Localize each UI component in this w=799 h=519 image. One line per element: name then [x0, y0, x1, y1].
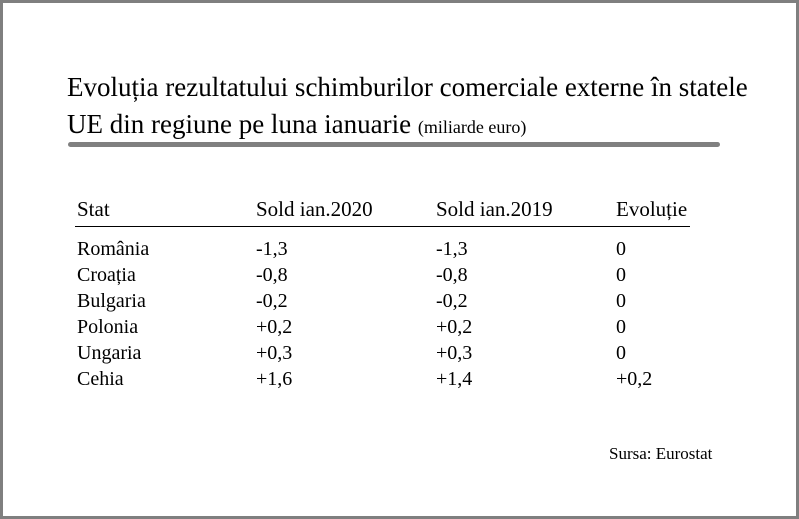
- header-divider: [75, 226, 690, 227]
- cell-evolutie: 0: [616, 238, 626, 260]
- cell-stat: Croația: [77, 264, 136, 286]
- cell-evolutie: +0,2: [616, 368, 653, 390]
- title-unit: (miliarde euro): [417, 117, 527, 137]
- cell-stat: Ungaria: [77, 342, 142, 364]
- column-header-evolutie: Evoluție: [616, 197, 688, 221]
- title-divider: [68, 142, 720, 147]
- cell-sold-2020: +0,3: [256, 342, 293, 364]
- table-row: Croația -0,8 -0,8 0: [3, 262, 799, 288]
- table-row: România -1,3 -1,3 0: [3, 236, 799, 262]
- cell-sold-2019: -1,3: [436, 238, 468, 260]
- cell-evolutie: 0: [616, 316, 626, 338]
- cell-sold-2020: -1,3: [256, 238, 288, 260]
- table-row: Bulgaria -0,2 -0,2 0: [3, 288, 799, 314]
- table-row: Polonia +0,2 +0,2 0: [3, 314, 799, 340]
- cell-sold-2019: +0,2: [436, 316, 473, 338]
- cell-sold-2019: +0,3: [436, 342, 473, 364]
- column-header-stat: Stat: [77, 197, 110, 221]
- cell-evolutie: 0: [616, 290, 626, 312]
- cell-sold-2019: +1,4: [436, 368, 473, 390]
- cell-stat: România: [77, 238, 150, 260]
- column-header-sold-2020: Sold ian.2020: [256, 197, 373, 221]
- cell-evolutie: 0: [616, 342, 626, 364]
- title-text: Evoluția rezultatului schimburilor comer…: [67, 72, 748, 139]
- cell-stat: Polonia: [77, 316, 139, 338]
- cell-evolutie: 0: [616, 264, 626, 286]
- cell-sold-2020: -0,8: [256, 264, 288, 286]
- cell-sold-2020: +0,2: [256, 316, 293, 338]
- cell-stat: Bulgaria: [77, 290, 146, 312]
- cell-sold-2020: +1,6: [256, 368, 293, 390]
- table-header: Stat Sold ian.2020 Sold ian.2019 Evoluți…: [3, 197, 799, 225]
- cell-sold-2019: -0,8: [436, 264, 468, 286]
- page-title: Evoluția rezultatului schimburilor comer…: [67, 69, 767, 146]
- table-body: România -1,3 -1,3 0 Croația -0,8 -0,8 0 …: [3, 236, 799, 392]
- table-row: Cehia +1,6 +1,4 +0,2: [3, 366, 799, 392]
- column-header-sold-2019: Sold ian.2019: [436, 197, 553, 221]
- cell-sold-2019: -0,2: [436, 290, 468, 312]
- source-note: Sursa: Eurostat: [609, 444, 713, 463]
- table-row: Ungaria +0,3 +0,3 0: [3, 340, 799, 366]
- cell-sold-2020: -0,2: [256, 290, 288, 312]
- cell-stat: Cehia: [77, 368, 124, 390]
